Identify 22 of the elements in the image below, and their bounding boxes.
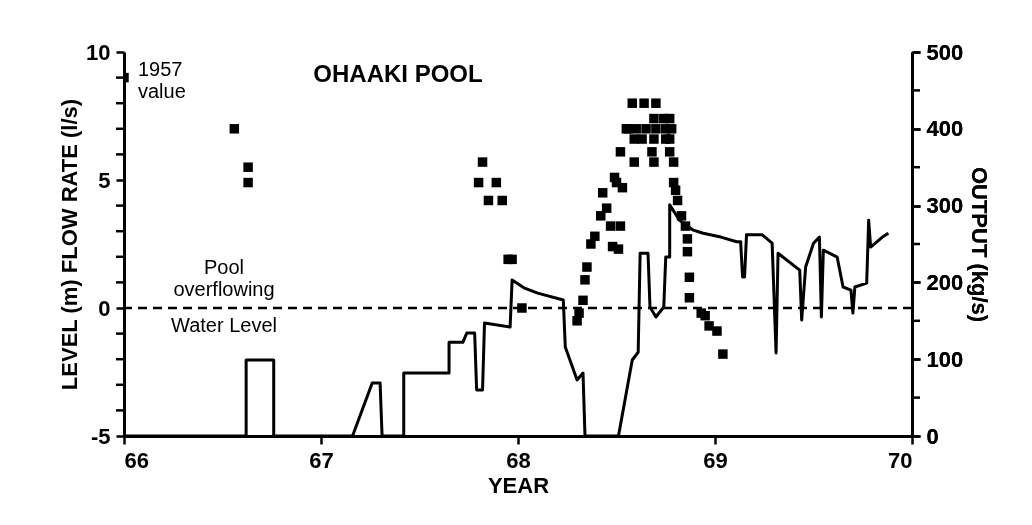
y2-tick-label: 100: [926, 346, 964, 372]
annotation: Pool overflowing: [173, 256, 275, 300]
y-tick-label: 5: [98, 167, 111, 193]
y2-tick-label: 400: [926, 116, 964, 142]
y2-tick-label: 300: [926, 193, 964, 219]
x-tick-label: 66: [124, 447, 149, 473]
y2-tick-label: 500: [926, 39, 964, 65]
annotation: 1957 value: [138, 57, 186, 102]
y2-tick-label: 200: [926, 269, 964, 295]
y2-tick-label: 0: [926, 423, 939, 449]
y-tick-label: 0: [98, 295, 111, 321]
y-tick-label: -5: [90, 423, 111, 449]
y2-axis-title: OUTPUT (kg/s): [967, 166, 993, 323]
x-tick-label: 69: [703, 447, 728, 473]
x-axis-title: YEAR: [487, 472, 550, 498]
x-tick-label: 70: [888, 447, 913, 473]
x-tick-label: 67: [309, 447, 334, 473]
chart-title: OHAAKI POOL: [313, 60, 483, 87]
y-axis-title: LEVEL (m) FLOW RATE (l/s): [57, 98, 83, 391]
x-tick-label: 68: [506, 447, 531, 473]
annotation: Water Level: [171, 314, 277, 336]
y-tick-label: 10: [86, 39, 111, 65]
